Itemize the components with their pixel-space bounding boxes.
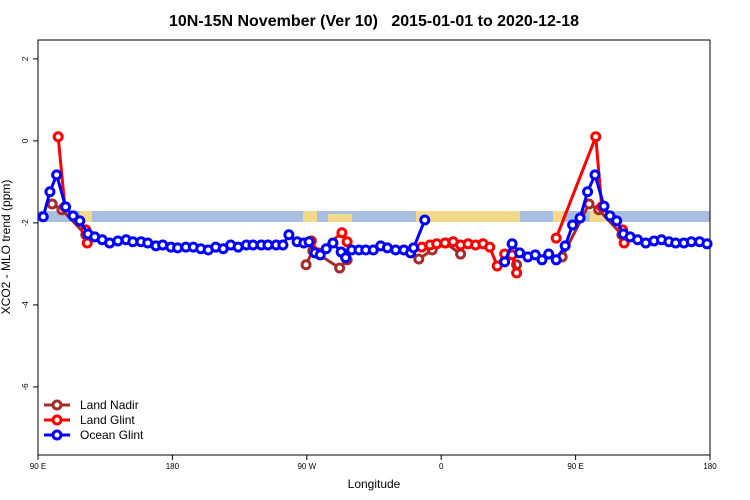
point <box>283 229 295 241</box>
point <box>341 236 353 248</box>
point <box>327 237 339 249</box>
point <box>611 215 623 227</box>
point <box>550 232 562 244</box>
x-tick-label: 90 W <box>297 462 316 471</box>
point <box>582 186 594 198</box>
y-tick-label: 0 <box>21 138 30 143</box>
point <box>439 237 451 249</box>
legend-label: Land Nadir <box>80 398 139 412</box>
series <box>37 169 713 268</box>
point <box>506 238 518 250</box>
y-tick-label: -2 <box>21 219 30 227</box>
point <box>67 210 79 222</box>
point <box>567 219 579 231</box>
point <box>336 227 348 239</box>
legend-marker <box>51 429 63 441</box>
point <box>303 236 315 248</box>
legend-label: Ocean Glint <box>80 428 144 442</box>
point <box>598 200 610 212</box>
point <box>46 198 58 210</box>
y-tick-label: -6 <box>21 383 30 391</box>
point <box>340 252 352 264</box>
land-strip <box>328 214 352 222</box>
point <box>574 212 586 224</box>
point <box>604 210 616 222</box>
ocean-strip <box>38 211 710 222</box>
y-tick-label: -4 <box>21 301 30 309</box>
point <box>701 238 713 250</box>
point <box>334 262 346 274</box>
point <box>529 249 541 261</box>
x-tick-label: 0 <box>439 462 444 471</box>
x-axis-label: Longitude <box>348 477 401 491</box>
y-axis-label: XCO2 - MLO trend (ppm) <box>0 180 13 315</box>
x-tick-label: 90 E <box>567 462 583 471</box>
point <box>413 253 425 265</box>
point <box>550 254 562 266</box>
map-strip <box>38 211 710 222</box>
point <box>320 243 332 255</box>
point <box>543 248 555 260</box>
point <box>589 169 601 181</box>
x-tick-label: 180 <box>703 462 717 471</box>
point <box>81 237 93 249</box>
point <box>37 211 49 223</box>
land-strip <box>303 211 317 222</box>
x-tick-label: 90 E <box>30 462 46 471</box>
point <box>536 254 548 266</box>
point <box>455 248 467 260</box>
land-strip <box>590 211 610 222</box>
point <box>590 131 602 143</box>
point <box>112 235 124 247</box>
point <box>408 242 420 254</box>
land-strip <box>80 211 92 222</box>
point <box>559 240 571 252</box>
point <box>44 186 56 198</box>
point <box>51 169 63 181</box>
point <box>300 259 312 271</box>
point <box>484 241 496 253</box>
x-tick-label: 180 <box>166 462 180 471</box>
y-tick-label: 2 <box>21 56 30 61</box>
point <box>314 249 326 261</box>
chart-title: 10N-15N November (Ver 10) 2015-01-01 to … <box>169 13 579 30</box>
point <box>74 215 86 227</box>
point <box>514 247 526 259</box>
point <box>52 131 64 143</box>
legend-marker <box>51 414 63 426</box>
land-strip <box>416 211 520 222</box>
point <box>511 267 523 279</box>
legend-label: Land Glint <box>80 413 135 427</box>
land-strip <box>553 211 563 222</box>
legend-marker <box>51 399 63 411</box>
point <box>499 256 511 268</box>
point <box>419 214 431 226</box>
point <box>277 239 289 251</box>
point <box>60 201 72 213</box>
